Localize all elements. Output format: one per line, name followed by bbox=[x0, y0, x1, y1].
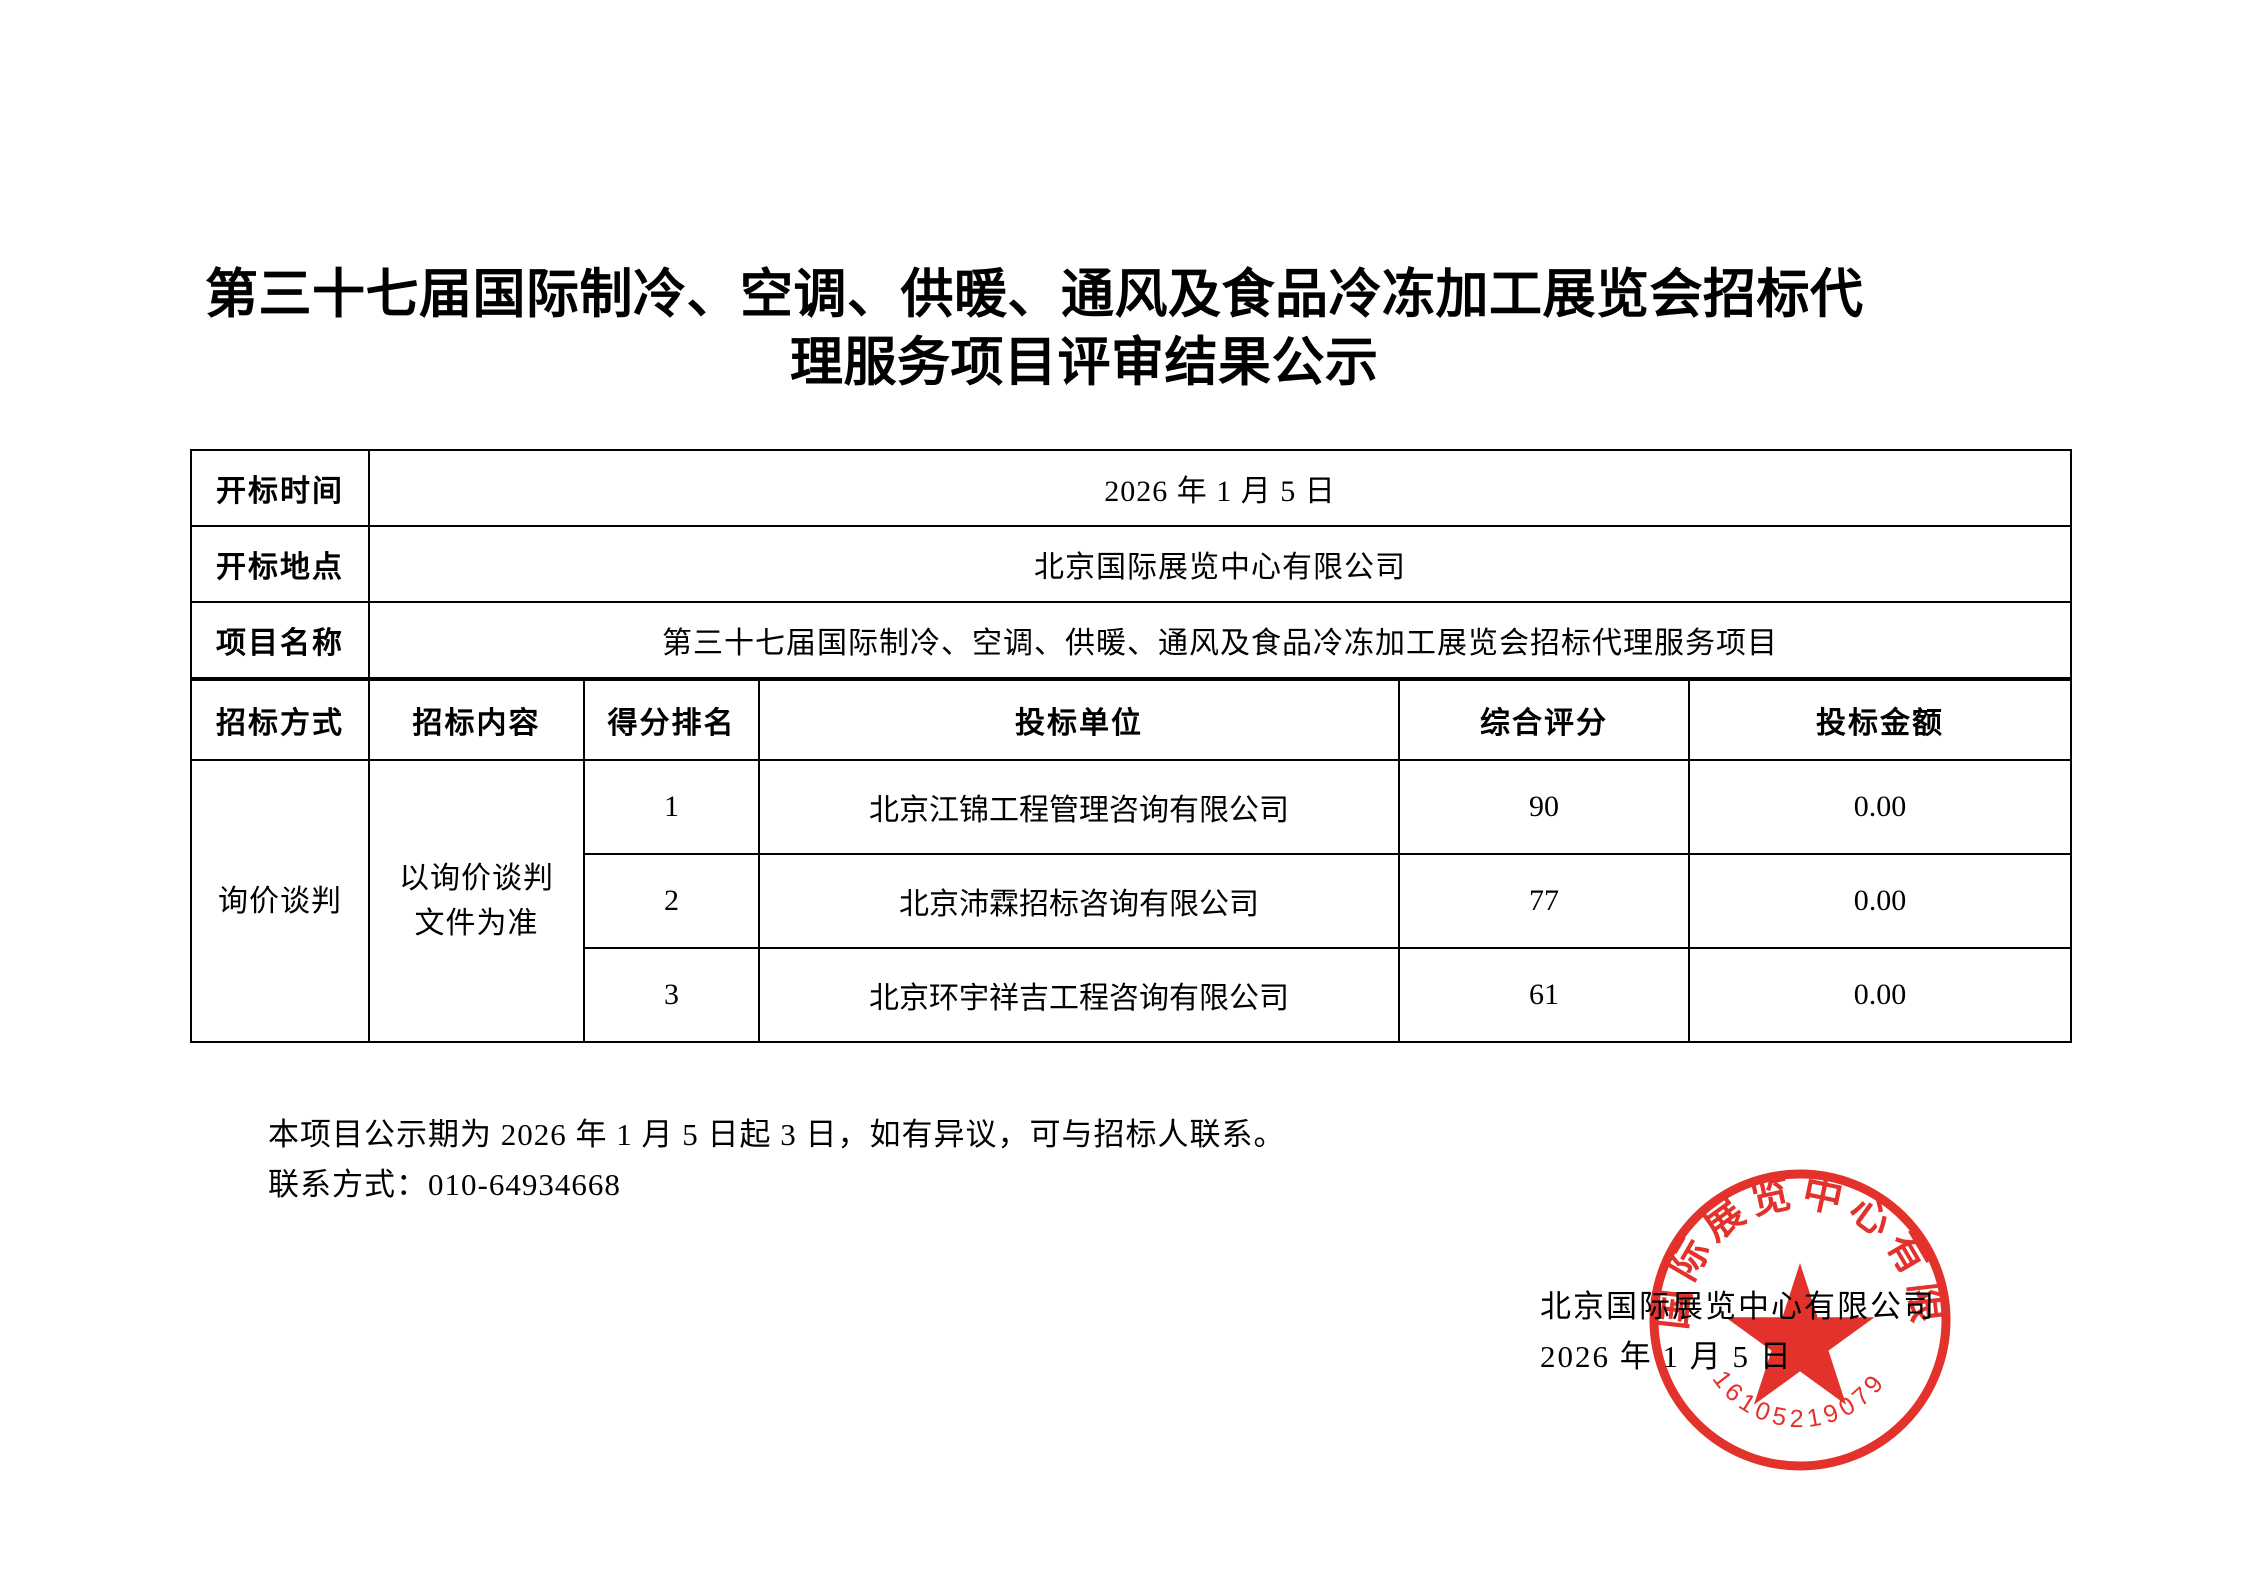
results-table-wrapper: 开标时间 2026 年 1 月 5 日 开标地点 北京国际展览中心有限公司 项目… bbox=[190, 449, 2073, 1043]
info-label-project-name: 项目名称 bbox=[190, 601, 370, 680]
cell-amount: 0.00 bbox=[1687, 853, 2073, 949]
info-label-open-place: 开标地点 bbox=[190, 525, 370, 603]
info-value-open-time: 2026 年 1 月 5 日 bbox=[367, 449, 2073, 527]
cell-bidder: 北京沛霖招标咨询有限公司 bbox=[758, 853, 1400, 949]
info-label-open-time: 开标时间 bbox=[190, 449, 370, 527]
bid-content-line-1: 以询价谈判 bbox=[399, 862, 554, 895]
cell-amount: 0.00 bbox=[1687, 947, 2073, 1043]
info-value-project-name: 第三十七届国际制冷、空调、供暖、通风及食品冷冻加工展览会招标代理服务项目 bbox=[367, 601, 2073, 680]
table-row: 询价谈判 以询价谈判 文件为准 1 北京江锦工程管理咨询有限公司 90 0.00 bbox=[190, 759, 2073, 1043]
table-row: 项目名称 第三十七届国际制冷、空调、供暖、通风及食品冷冻加工展览会招标代理服务项… bbox=[190, 601, 2073, 680]
page-title: 第三十七届国际制冷、空调、供暖、通风及食品冷冻加工展览会招标代 理服务项目评审结… bbox=[205, 262, 2095, 398]
table-row: 3 北京环宇祥吉工程咨询有限公司 61 0.00 bbox=[191, 947, 2073, 1043]
cell-score: 61 bbox=[1398, 947, 1690, 1043]
signature-block: 北京国际展览中心有限公司 2026 年 1 月 5 日 bbox=[1540, 1282, 1936, 1382]
cell-bid-content: 以询价谈判 文件为准 bbox=[368, 759, 585, 1043]
results-table: 开标时间 2026 年 1 月 5 日 开标地点 北京国际展览中心有限公司 项目… bbox=[190, 449, 2073, 1043]
cell-score: 90 bbox=[1398, 759, 1690, 855]
footer-notes: 本项目公示期为 2026 年 1 月 5 日起 3 日，如有异议，可与招标人联系… bbox=[268, 1110, 1286, 1210]
signature-date: 2026 年 1 月 5 日 bbox=[1540, 1339, 1793, 1375]
table-row: 2 北京沛霖招标咨询有限公司 77 0.00 bbox=[191, 853, 2073, 949]
cell-bid-method: 询价谈判 bbox=[190, 759, 370, 1043]
cell-score: 77 bbox=[1398, 853, 1690, 949]
column-header-bid-amount: 投标金额 bbox=[1687, 677, 2073, 761]
note-publicity-period: 本项目公示期为 2026 年 1 月 5 日起 3 日，如有异议，可与招标人联系… bbox=[268, 1117, 1286, 1152]
table-row: 开标地点 北京国际展览中心有限公司 bbox=[190, 525, 2073, 603]
cell-bidder: 北京江锦工程管理咨询有限公司 bbox=[758, 759, 1400, 855]
cell-rank: 3 bbox=[583, 947, 760, 1043]
column-header-total-score: 综合评分 bbox=[1398, 677, 1690, 761]
bid-content-line-2: 文件为准 bbox=[414, 907, 539, 940]
column-header-score-rank: 得分排名 bbox=[583, 677, 760, 761]
table-row: 开标时间 2026 年 1 月 5 日 bbox=[190, 449, 2073, 527]
title-line-2: 理服务项目评审结果公示 bbox=[790, 333, 1379, 392]
cell-rank: 1 bbox=[583, 759, 760, 855]
column-header-bidder: 投标单位 bbox=[758, 677, 1400, 761]
table-header-row: 招标方式 招标内容 得分排名 投标单位 综合评分 投标金额 bbox=[190, 677, 2073, 761]
title-line-1: 第三十七届国际制冷、空调、供暖、通风及食品冷冻加工展览会招标代 bbox=[205, 266, 1864, 324]
column-header-bid-content: 招标内容 bbox=[368, 677, 585, 761]
note-contact: 联系方式：010-64934668 bbox=[268, 1167, 621, 1203]
cell-rank: 2 bbox=[583, 853, 760, 949]
column-header-bid-method: 招标方式 bbox=[190, 677, 370, 761]
info-value-open-place: 北京国际展览中心有限公司 bbox=[367, 525, 2073, 603]
cell-amount: 0.00 bbox=[1687, 759, 2073, 855]
signature-organization: 北京国际展览中心有限公司 bbox=[1540, 1289, 1936, 1324]
cell-bidder: 北京环宇祥吉工程咨询有限公司 bbox=[758, 947, 1400, 1043]
